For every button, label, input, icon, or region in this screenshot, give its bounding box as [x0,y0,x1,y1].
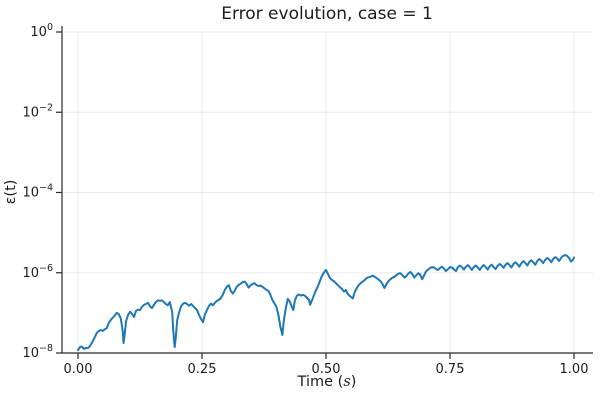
y-tick-label: 10−2 [22,102,53,120]
y-axis-label: ε(t) [3,180,19,205]
x-tick-label: 0.25 [188,362,217,377]
x-tick-label: 0.75 [436,362,465,377]
x-tick-label: 0.50 [312,362,341,377]
y-tick-label: 10−8 [22,343,53,361]
chart-title: Error evolution, case = 1 [221,4,433,24]
axes: 0.00 0.25 0.50 0.75 1.00 100 10−2 10−4 10−6 10−8 [22,22,593,377]
x-tick-label: 0.00 [64,362,93,377]
x-axis-label-post: ) [351,374,357,390]
y-tick-label: 100 [30,22,53,40]
axis-spines [61,26,593,354]
y-tick-label: 10−6 [22,263,53,281]
error-series-line [77,254,575,352]
x-tick-label: 1.00 [560,362,589,377]
x-axis-label-unit: s [343,374,350,390]
gridlines [62,31,593,353]
x-axis-label: Time (s) [297,374,357,390]
error-series [77,254,575,352]
y-tick-label: 10−4 [22,183,53,201]
x-axis-label-pre: Time ( [297,374,344,390]
